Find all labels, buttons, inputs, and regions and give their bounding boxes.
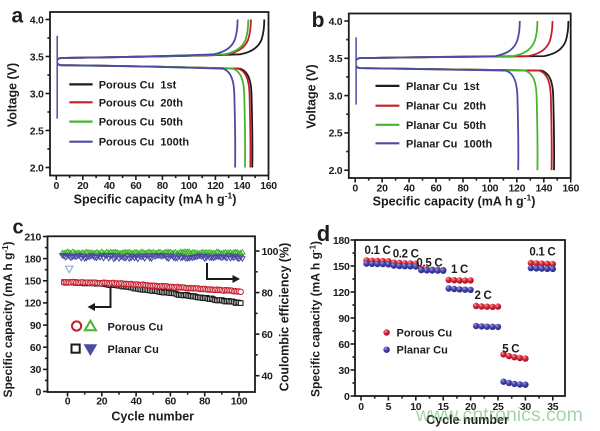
svg-text:210: 210: [24, 231, 41, 243]
svg-text:40: 40: [131, 395, 143, 407]
svg-text:90: 90: [30, 320, 42, 332]
svg-text:Voltage (V): Voltage (V): [6, 63, 20, 127]
svg-text:30: 30: [338, 365, 350, 377]
svg-text:90: 90: [338, 313, 350, 325]
svg-text:Planar Cu 50th: Planar Cu 50th: [406, 120, 486, 132]
svg-text:60: 60: [338, 339, 350, 351]
svg-text:80: 80: [262, 287, 274, 299]
svg-text:100: 100: [262, 246, 279, 258]
svg-text:120: 120: [207, 180, 224, 192]
svg-text:Planar Cu 20th: Planar Cu 20th: [406, 101, 486, 113]
svg-text:35: 35: [547, 401, 559, 413]
svg-text:60: 60: [130, 180, 142, 192]
svg-text:Cycle number: Cycle number: [426, 413, 509, 427]
svg-text:20: 20: [77, 180, 89, 192]
svg-text:Porous Cu 100th: Porous Cu 100th: [99, 137, 190, 149]
svg-text:140: 140: [234, 180, 251, 192]
svg-text:0: 0: [344, 391, 350, 403]
svg-text:180: 180: [333, 235, 350, 247]
svg-text:Planar Cu: Planar Cu: [397, 345, 448, 357]
svg-text:2.0: 2.0: [30, 162, 44, 174]
svg-text:120: 120: [508, 183, 525, 195]
svg-text:120: 120: [333, 287, 350, 299]
svg-text:140: 140: [535, 183, 552, 195]
svg-text:30: 30: [30, 364, 42, 376]
svg-text:2.5: 2.5: [329, 128, 343, 140]
svg-text:150: 150: [333, 261, 350, 273]
svg-text:30: 30: [520, 401, 532, 413]
svg-text:Voltage (V): Voltage (V): [305, 64, 319, 128]
svg-text:0.1 C: 0.1 C: [365, 245, 391, 257]
svg-text:40: 40: [404, 183, 416, 195]
svg-text:3.0: 3.0: [30, 88, 44, 100]
svg-text:150: 150: [24, 276, 41, 288]
svg-text:20: 20: [465, 401, 477, 413]
svg-text:0: 0: [358, 401, 364, 413]
svg-text:80: 80: [457, 183, 469, 195]
svg-text:0.1 C: 0.1 C: [529, 247, 555, 259]
svg-text:80: 80: [157, 180, 169, 192]
svg-text:120: 120: [24, 298, 41, 310]
svg-text:60: 60: [262, 329, 274, 341]
svg-text:2 C: 2 C: [475, 290, 492, 302]
svg-text:Planar Cu 1st: Planar Cu 1st: [406, 81, 480, 93]
svg-text:0: 0: [65, 395, 71, 407]
svg-text:Cycle number: Cycle number: [111, 410, 194, 424]
svg-text:Specific capacity (mA h g-1): Specific capacity (mA h g-1): [373, 193, 536, 209]
svg-text:Porous Cu: Porous Cu: [108, 322, 164, 334]
svg-text:Specific capacity (mA h g-1): Specific capacity (mA h g-1): [308, 241, 323, 397]
svg-text:a: a: [12, 5, 24, 28]
svg-text:b: b: [312, 9, 325, 32]
svg-text:80: 80: [199, 395, 211, 407]
svg-text:4.0: 4.0: [30, 14, 44, 26]
svg-text:0: 0: [35, 386, 41, 398]
svg-text:100: 100: [231, 395, 248, 407]
svg-text:Porous Cu 1st: Porous Cu 1st: [99, 79, 177, 91]
svg-text:15: 15: [438, 401, 450, 413]
svg-text:Specific capacity (mA h g-1): Specific capacity (mA h g-1): [1, 241, 16, 397]
svg-text:d: d: [317, 221, 330, 246]
svg-text:Specific capacity (mA h g-1): Specific capacity (mA h g-1): [74, 191, 237, 207]
svg-text:20: 20: [96, 395, 108, 407]
svg-text:2.0: 2.0: [329, 165, 343, 177]
svg-text:Planar Cu: Planar Cu: [108, 344, 159, 356]
svg-text:60: 60: [30, 342, 42, 354]
svg-text:www.cntronics.com: www.cntronics.com: [415, 404, 583, 426]
svg-text:Planar Cu 100th: Planar Cu 100th: [406, 138, 492, 150]
svg-text:10: 10: [410, 401, 422, 413]
svg-text:2.5: 2.5: [30, 125, 44, 137]
svg-text:20: 20: [377, 183, 389, 195]
svg-text:Coulombic efficiency (%): Coulombic efficiency (%): [278, 243, 292, 392]
svg-text:Porous Cu 20th: Porous Cu 20th: [99, 97, 184, 109]
svg-text:0: 0: [352, 183, 358, 195]
svg-text:40: 40: [104, 180, 116, 192]
svg-text:100: 100: [482, 183, 499, 195]
svg-text:3.0: 3.0: [329, 90, 343, 102]
svg-text:Porous Cu: Porous Cu: [397, 327, 453, 339]
svg-text:160: 160: [260, 180, 277, 192]
svg-text:5 C: 5 C: [502, 343, 519, 355]
svg-text:60: 60: [430, 183, 442, 195]
svg-text:0.5 C: 0.5 C: [416, 258, 442, 270]
svg-text:100: 100: [181, 180, 198, 192]
svg-text:4.0: 4.0: [329, 16, 343, 28]
svg-text:5: 5: [386, 401, 392, 413]
svg-text:3.5: 3.5: [30, 51, 44, 63]
svg-text:160: 160: [562, 183, 579, 195]
svg-text:Porous Cu 50th: Porous Cu 50th: [99, 117, 184, 129]
svg-text:3.5: 3.5: [329, 53, 343, 65]
svg-text:40: 40: [262, 371, 274, 383]
svg-text:60: 60: [165, 395, 177, 407]
svg-text:180: 180: [24, 253, 41, 265]
svg-text:0: 0: [54, 180, 60, 192]
svg-text:0.2 C: 0.2 C: [393, 249, 419, 261]
svg-text:25: 25: [492, 401, 504, 413]
svg-text:1 C: 1 C: [451, 264, 468, 276]
svg-text:c: c: [13, 217, 24, 239]
